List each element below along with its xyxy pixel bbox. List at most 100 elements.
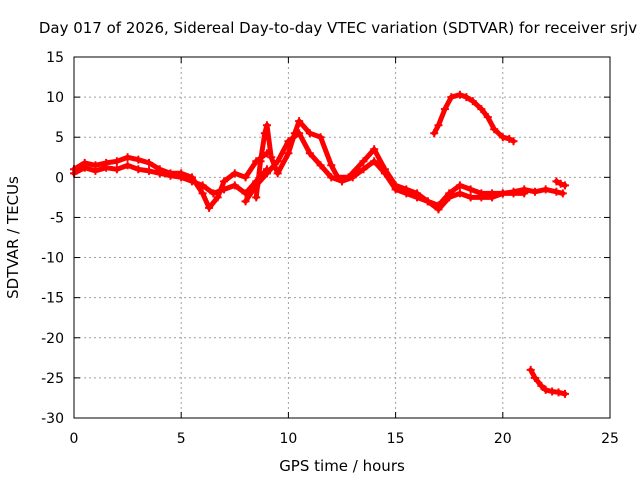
data-point: [498, 133, 507, 142]
y-tick-label: 5: [55, 130, 64, 146]
data-point: [316, 133, 325, 142]
data-point: [123, 161, 132, 170]
data-point: [112, 157, 121, 166]
x-tick-label: 5: [177, 431, 186, 447]
data-point: [370, 145, 379, 154]
data-point: [380, 169, 389, 178]
data-point: [273, 157, 282, 166]
series-track-f: [526, 365, 569, 398]
data-point: [209, 189, 218, 198]
data-point: [205, 203, 214, 212]
data-point: [359, 157, 368, 166]
data-point: [316, 161, 325, 170]
data-point: [413, 193, 422, 202]
data-point: [295, 117, 304, 126]
data-point: [556, 179, 565, 188]
data-point: [220, 177, 229, 186]
data-point: [241, 173, 250, 182]
data-point: [462, 93, 471, 102]
data-point: [284, 149, 293, 158]
data-point: [509, 137, 518, 146]
data-point: [213, 193, 222, 202]
data-point: [455, 189, 464, 198]
data-point: [155, 169, 164, 178]
data-point: [509, 189, 518, 198]
y-tick-label: 10: [46, 90, 64, 106]
data-point: [123, 153, 132, 162]
data-point: [256, 157, 265, 166]
x-tick-label: 20: [494, 431, 512, 447]
ticks: 0 5 10 15 20 25 15 10 5 0 -5 -10 -15 -20 -25 -30: [41, 50, 619, 447]
data-point: [468, 97, 477, 106]
data-point: [305, 129, 314, 138]
data-point: [440, 105, 449, 114]
data-point: [447, 93, 456, 102]
series-group: [70, 90, 569, 398]
data-point: [134, 155, 143, 164]
data-point: [445, 193, 454, 202]
data-point: [423, 197, 432, 206]
data-point: [483, 113, 492, 122]
series-track-d: [241, 129, 529, 214]
data-point: [526, 365, 535, 374]
y-tick-label: -10: [41, 251, 64, 267]
data-point: [488, 193, 497, 202]
data-point: [520, 189, 529, 198]
data-point: [541, 385, 550, 394]
data-point: [554, 388, 563, 397]
data-point: [560, 181, 569, 190]
data-point: [262, 121, 271, 130]
data-point: [434, 205, 443, 214]
y-tick-label: -25: [41, 371, 64, 387]
data-point: [273, 169, 282, 178]
data-point: [327, 161, 336, 170]
y-tick-label: -15: [41, 291, 64, 307]
x-tick-label: 25: [601, 431, 619, 447]
data-point: [230, 181, 239, 190]
data-point: [505, 134, 514, 143]
y-tick-label: -30: [41, 411, 64, 427]
data-point: [102, 163, 111, 172]
y-tick-label: 15: [46, 50, 64, 66]
data-point: [541, 185, 550, 194]
y-tick-label: 0: [55, 170, 64, 186]
data-point: [198, 181, 207, 190]
data-point: [241, 197, 250, 206]
data-point: [490, 125, 499, 134]
data-point: [455, 90, 464, 99]
data-point: [558, 189, 567, 198]
data-point: [434, 121, 443, 130]
data-point: [262, 169, 271, 178]
x-axis-label: GPS time / hours: [279, 457, 405, 475]
data-point: [560, 389, 569, 398]
data-point: [252, 181, 261, 190]
x-tick-label: 0: [70, 431, 79, 447]
data-point: [187, 177, 196, 186]
x-tick-label: 10: [279, 431, 297, 447]
y-tick-label: -5: [50, 210, 64, 226]
data-point: [220, 185, 229, 194]
data-point: [530, 187, 539, 196]
data-point: [402, 189, 411, 198]
data-point: [530, 373, 539, 382]
data-point: [391, 185, 400, 194]
plot-frame: [73, 56, 611, 419]
data-point: [477, 105, 486, 114]
data-point: [430, 129, 439, 138]
data-point: [166, 171, 175, 180]
data-point: [338, 177, 346, 186]
data-point: [359, 165, 368, 174]
data-point: [466, 193, 475, 202]
data-point: [327, 173, 336, 182]
data-point: [260, 129, 269, 138]
data-point: [370, 157, 379, 166]
data-point: [80, 163, 89, 172]
data-point: [145, 158, 154, 167]
series-track-a: [70, 149, 271, 212]
data-point: [537, 381, 546, 390]
data-point: [267, 153, 276, 162]
data-point: [466, 185, 475, 194]
data-point: [145, 166, 154, 175]
